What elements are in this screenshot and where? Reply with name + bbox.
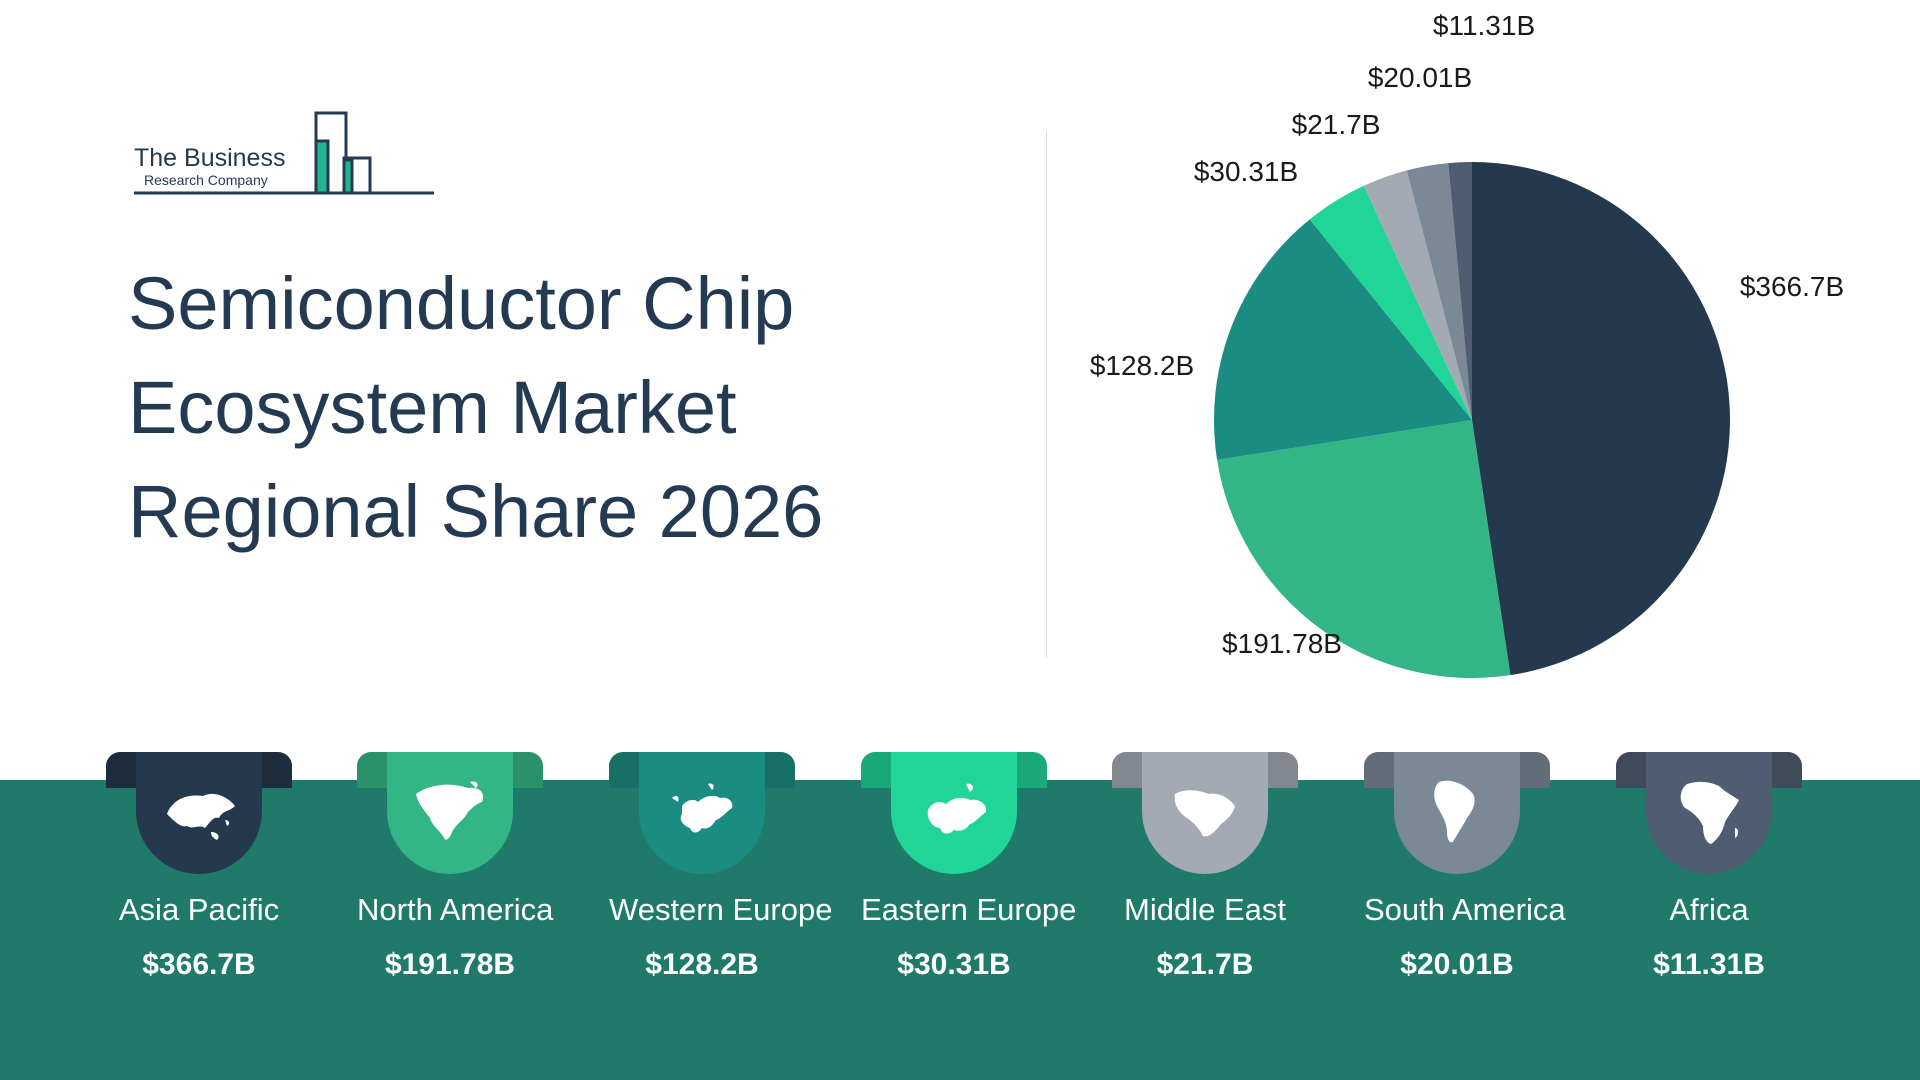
region-badge xyxy=(1142,752,1268,874)
region-value: $30.31B xyxy=(897,948,1011,981)
region-card: North America $191.78B xyxy=(357,752,609,1002)
pie-data-label: $191.78B xyxy=(1222,628,1342,659)
region-badge xyxy=(1646,752,1772,874)
region-value: $21.7B xyxy=(1156,948,1254,981)
eastern-europe-map-icon xyxy=(927,783,987,834)
region-name: Asia Pacific xyxy=(118,892,280,927)
region-name: South America xyxy=(1364,892,1566,927)
region-badge xyxy=(1394,752,1520,874)
region-value: $191.78B xyxy=(384,948,516,981)
logo-name: The Business xyxy=(134,144,286,172)
pie-slice-africa xyxy=(1448,162,1472,420)
region-card: Eastern Europe $30.31B xyxy=(861,752,1113,1002)
region-name: Eastern Europe xyxy=(861,892,1077,927)
region-value: $11.31B xyxy=(1653,948,1765,981)
pie-data-label: $21.7B xyxy=(1292,109,1381,140)
pie-data-label: $20.01B xyxy=(1368,62,1472,93)
region-name: North America xyxy=(357,892,554,927)
region-name: Middle East xyxy=(1124,892,1286,927)
region-card: Western Europe $128.2B xyxy=(609,752,861,1002)
north-america-map-icon xyxy=(416,781,484,840)
region-value: $366.7B xyxy=(142,948,256,981)
logo-buildings-icon xyxy=(134,111,434,195)
region-badge xyxy=(387,752,513,874)
region-badge xyxy=(136,752,262,874)
region-name: Western Europe xyxy=(609,892,833,927)
title-line: Regional Share 2026 xyxy=(128,470,824,553)
asia-map-icon xyxy=(167,793,235,840)
region-card: Middle East $21.7B xyxy=(1112,752,1364,1002)
pie-slice-south-america xyxy=(1406,163,1472,420)
western-europe-map-icon xyxy=(672,783,733,833)
region-card: Asia Pacific $366.7B xyxy=(106,752,358,1002)
title-line: Ecosystem Market xyxy=(128,366,737,449)
region-value: $128.2B xyxy=(645,948,759,981)
region-value: $20.01B xyxy=(1400,948,1514,981)
pie-slice-eastern-europe xyxy=(1309,185,1472,420)
pie-data-label: $30.31B xyxy=(1194,156,1298,187)
middle-east-map-icon xyxy=(1174,790,1235,837)
region-name: Africa xyxy=(1669,892,1749,927)
pie-slice-asia-pacific xyxy=(1472,162,1731,676)
south-america-map-icon xyxy=(1434,780,1475,843)
pie-data-label: $11.31B xyxy=(1433,10,1535,41)
africa-map-icon xyxy=(1680,781,1739,844)
pie-slice-north-america xyxy=(1217,420,1511,679)
pie-slice-western-europe xyxy=(1214,219,1472,460)
region-badge xyxy=(891,752,1017,874)
title-line: Semiconductor Chip xyxy=(128,262,795,345)
pie-slice-middle-east xyxy=(1363,170,1472,420)
pie-data-label: $366.7B xyxy=(1740,271,1844,302)
divider xyxy=(1046,132,1047,658)
pie-data-label: $128.2B xyxy=(1090,350,1194,381)
company-logo: The Business Research Company xyxy=(134,108,434,198)
logo-subtitle: Research Company xyxy=(144,172,268,188)
region-badge xyxy=(639,752,765,874)
pie-chart: $366.7B $191.78B $128.2B $30.31B $21.7B $20.0… xyxy=(1090,10,1844,679)
region-card: South America $20.01B xyxy=(1364,752,1616,1002)
region-card: Africa $11.31B xyxy=(1616,752,1868,1002)
page-title: Semiconductor Chip Ecosystem Market Regi… xyxy=(128,252,888,564)
